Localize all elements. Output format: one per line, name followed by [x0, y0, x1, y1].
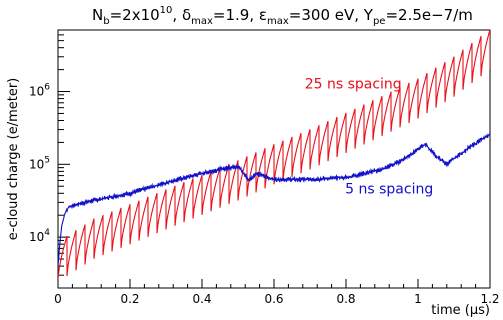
x-tick-label: 0 [54, 292, 62, 306]
x-axis-label: time (μs) [431, 303, 490, 318]
title-ype-sub: pe [373, 16, 386, 27]
y-tick-label: 104 [29, 228, 50, 244]
title-nb-label: N [92, 6, 103, 24]
title-nb-sub: b [103, 16, 109, 27]
title-nb-exp: 10 [160, 5, 173, 16]
x-tick-label: 1 [414, 292, 422, 306]
title-ype-value: =2.5e−7/m [385, 6, 472, 24]
axis-ticks [57, 29, 491, 289]
title-eps-sub: max [267, 16, 289, 27]
x-tick-label: 0.4 [192, 292, 211, 306]
title-delta-label: , δ [172, 6, 191, 24]
y-axis-label: e-cloud charge (e/meter) [6, 78, 21, 241]
title-delta-value: =1.9, [213, 6, 259, 24]
chart-title: Nb=2x1010, δmax=1.9, εmax=300 eV, Ype=2.… [92, 5, 473, 27]
title-delta-sub: max [191, 16, 213, 27]
x-tick-label: 0.2 [120, 292, 139, 306]
series-line-5ns [58, 131, 490, 267]
y-tick-label: 106 [29, 83, 50, 99]
x-tick-label: 1.2 [480, 292, 499, 306]
annotation-25ns-spacing: 25 ns spacing [305, 77, 402, 93]
annotation-5ns-spacing: 5 ns spacing [345, 181, 433, 197]
title-nb-value: =2x10 [110, 6, 160, 24]
axis-tick-labels: 0 0.2 0.4 0.6 0.8 1 1.2 104 105 106 [29, 83, 500, 306]
x-tick-label: 0.6 [264, 292, 283, 306]
x-tick-label: 0.8 [336, 292, 355, 306]
y-tick-label: 105 [29, 155, 50, 171]
title-eps-value: =300 eV, Y [289, 6, 374, 24]
series-line-25ns [58, 30, 490, 280]
title-eps-label: ε [259, 6, 267, 24]
